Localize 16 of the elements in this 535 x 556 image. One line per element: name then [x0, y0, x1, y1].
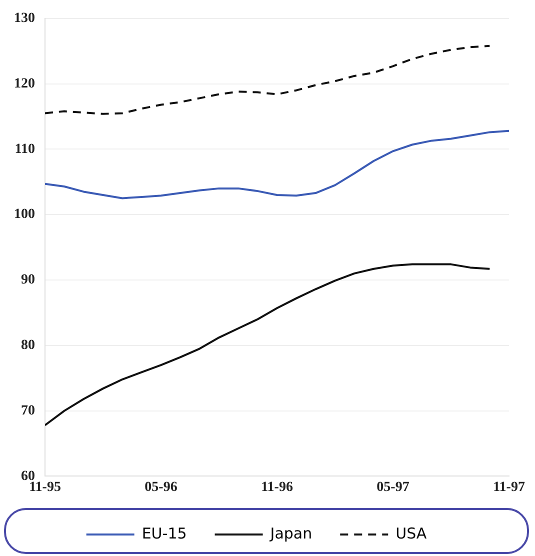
line-series	[45, 44, 491, 115]
y-tick-label: 70	[21, 403, 35, 418]
y-tick-label: 120	[14, 76, 35, 92]
y-tick-label: 130	[14, 11, 35, 26]
x-tick-label: 11-95	[29, 480, 61, 496]
legend-label: USA	[396, 524, 428, 542]
y-tick-label: 80	[21, 338, 35, 354]
x-tick-label: 11-97	[493, 480, 525, 496]
x-tick-label: 11-96	[261, 480, 293, 496]
x-tick-label: 05-97	[376, 480, 410, 496]
y-tick-label: 110	[14, 142, 35, 157]
legend-label: EU-15	[142, 524, 187, 542]
y-tick-label: 100	[14, 207, 35, 222]
legend-label: Japan	[269, 524, 312, 542]
x-tick-label: 05-96	[144, 480, 178, 496]
y-tick-label: 90	[21, 272, 35, 288]
